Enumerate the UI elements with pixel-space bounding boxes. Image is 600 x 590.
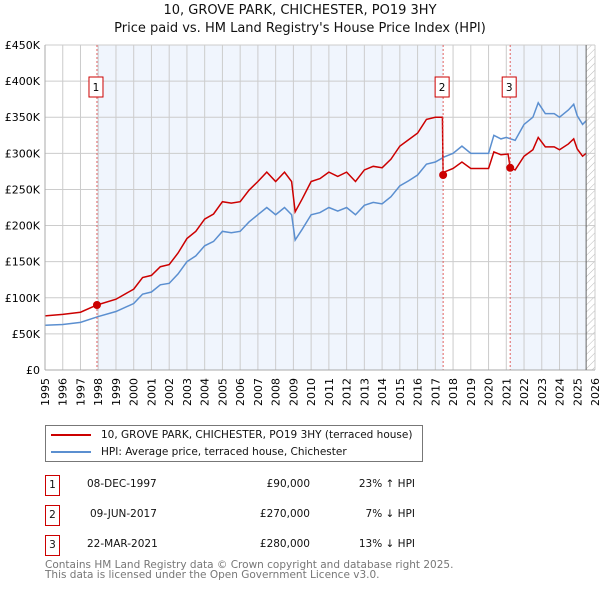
x-tick-label: 2007 [252, 378, 265, 406]
x-tick-label: 2017 [429, 378, 442, 406]
x-tick-label: 1998 [92, 378, 105, 406]
sale-price: £270,000 [259, 508, 310, 520]
forecast-hatch [586, 45, 595, 370]
sale-label-box [501, 76, 517, 98]
ownership-shade [510, 45, 587, 370]
y-tick-label: £400K [5, 75, 41, 88]
property-price-line [44, 116, 587, 317]
legend: 10, GROVE PARK, CHICHESTER, PO19 3HY (te… [45, 425, 423, 462]
sale-hpi: 13% ↓ HPI [358, 538, 415, 550]
x-tick-label: 2012 [341, 378, 354, 406]
table-row: 3 22-MAR-2021 £280,000 13% ↓ HPI [45, 535, 445, 557]
x-tick-label: 2003 [181, 378, 194, 406]
y-tick-label: £50K [12, 328, 41, 341]
sale-label: 1 [93, 82, 100, 94]
y-tick-label: £200K [5, 220, 41, 233]
x-tick-label: 1999 [110, 378, 123, 406]
y-tick-label: £350K [5, 111, 41, 124]
x-tick-label: 2025 [571, 378, 584, 406]
x-tick-label: 2019 [465, 378, 478, 406]
table-row: 1 08-DEC-1997 £90,000 23% ↑ HPI [45, 475, 445, 497]
sale-badge: 3 [45, 535, 60, 556]
x-tick-label: 2011 [323, 378, 336, 406]
sale-point [439, 171, 448, 179]
sale-point [92, 301, 101, 309]
sale-date: 09-JUN-2017 [90, 508, 157, 520]
legend-hpi: HPI: Average price, terraced house, Chic… [101, 446, 347, 458]
x-tick-label: 2009 [287, 378, 300, 406]
x-tick-label: 1995 [39, 378, 52, 406]
hpi-line [44, 101, 587, 326]
sale-badge: 1 [45, 475, 60, 496]
chart-subtitle: Price paid vs. HM Land Registry's House … [114, 21, 486, 36]
x-tick-label: 2014 [376, 378, 389, 406]
x-tick-label: 2010 [305, 378, 318, 406]
legend-blue-line [51, 451, 91, 453]
x-tick-label: 2008 [270, 378, 283, 406]
chart-title: 10, GROVE PARK, CHICHESTER, PO19 3HY [163, 3, 437, 18]
x-tick-label: 2023 [536, 378, 549, 406]
sale-badge: 2 [45, 505, 60, 526]
ownership-shade [96, 45, 444, 370]
x-tick-label: 2006 [234, 378, 247, 406]
x-tick-label: 2013 [358, 378, 371, 406]
sale-price: £90,000 [266, 478, 310, 490]
x-tick-label: 1997 [74, 378, 87, 406]
x-tick-label: 2004 [199, 378, 212, 406]
sale-label: 3 [506, 82, 513, 94]
table-row: 2 09-JUN-2017 £270,000 7% ↓ HPI [45, 505, 445, 527]
sale-date: 22-MAR-2021 [87, 538, 158, 550]
sale-date: 08-DEC-1997 [87, 478, 157, 490]
legend-red-line [51, 434, 91, 436]
footer: Contains HM Land Registry data © Crown c… [45, 559, 454, 581]
price-chart: 1 2 3 1995 1996 1997 1998 1999 2000 2001 2002 2003 2… [5, 39, 600, 406]
x-tick-label: 2026 [589, 378, 600, 406]
x-tick-label: 2005 [216, 378, 229, 406]
legend-property: 10, GROVE PARK, CHICHESTER, PO19 3HY (te… [101, 429, 413, 441]
y-tick-label: £300K [5, 147, 41, 160]
sale-point [506, 163, 515, 172]
x-tick-label: 2015 [394, 378, 407, 406]
sale-label: 2 [439, 82, 446, 94]
x-tick-label: 1996 [57, 378, 70, 406]
x-tick-label: 2000 [128, 378, 141, 406]
footer-licence: This data is licensed under the Open Gov… [45, 569, 380, 581]
sale-hpi: 7% ↓ HPI [365, 508, 415, 520]
x-tick-label: 2002 [163, 378, 176, 406]
y-tick-label: £150K [5, 256, 41, 269]
x-tick-label: 2016 [412, 378, 425, 406]
y-tick-label: £0 [26, 364, 40, 377]
x-tick-label: 2024 [554, 378, 567, 406]
y-tick-label: £250K [5, 183, 41, 196]
x-tick-label: 2022 [518, 378, 531, 406]
x-tick-label: 2018 [447, 378, 460, 406]
sale-label-box [434, 76, 450, 98]
footer-copyright: Contains HM Land Registry data © Crown c… [45, 559, 454, 571]
x-tick-label: 2001 [145, 378, 158, 406]
x-tick-label: 2020 [483, 378, 496, 406]
y-tick-label: £450K [5, 39, 41, 52]
y-tick-label: £100K [5, 292, 41, 305]
sale-price: £280,000 [259, 538, 310, 550]
sale-hpi: 23% ↑ HPI [358, 478, 415, 490]
x-tick-label: 2021 [500, 378, 513, 406]
sale-label-box [88, 76, 104, 98]
